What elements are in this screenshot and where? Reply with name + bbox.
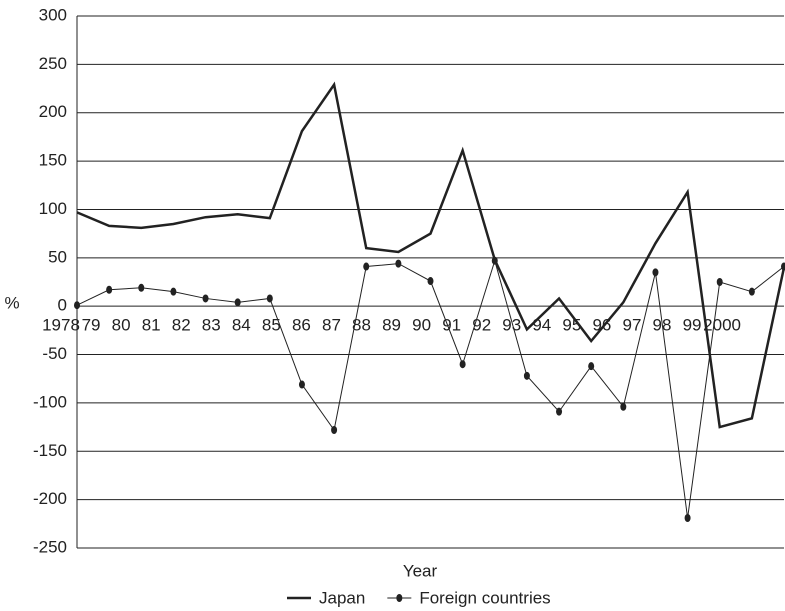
x-tick-label: 96 bbox=[592, 316, 611, 335]
data-point bbox=[170, 287, 177, 296]
legend-label: Japan bbox=[319, 588, 365, 607]
x-tick-label: 81 bbox=[142, 316, 161, 335]
data-point bbox=[234, 298, 241, 307]
data-point bbox=[138, 283, 145, 292]
y-axis-title: % bbox=[4, 293, 19, 312]
data-point bbox=[298, 380, 305, 389]
data-point bbox=[556, 407, 563, 416]
y-tick-label: -100 bbox=[33, 392, 67, 411]
data-point bbox=[652, 268, 659, 277]
data-point bbox=[491, 256, 498, 265]
x-tick-label: 84 bbox=[232, 316, 251, 335]
x-tick-label: 83 bbox=[202, 316, 221, 335]
series-line bbox=[76, 81, 785, 429]
legend-marker bbox=[396, 594, 403, 602]
data-point bbox=[363, 262, 370, 271]
x-tick-label: 85 bbox=[262, 316, 281, 335]
x-tick-label: 86 bbox=[292, 316, 311, 335]
x-tick-label: 90 bbox=[412, 316, 431, 335]
data-point bbox=[684, 514, 691, 523]
y-tick-label: 100 bbox=[39, 199, 67, 218]
data-point bbox=[202, 294, 209, 303]
y-tick-label: 0 bbox=[58, 296, 67, 315]
y-tick-label: 150 bbox=[39, 151, 67, 170]
data-point bbox=[427, 277, 434, 286]
x-tick-label: 82 bbox=[172, 316, 191, 335]
x-axis-title: Year bbox=[403, 561, 438, 580]
data-point bbox=[523, 371, 530, 380]
x-tick-label: 2000 bbox=[703, 316, 741, 335]
legend-label: Foreign countries bbox=[419, 588, 550, 607]
data-point bbox=[781, 262, 785, 271]
data-point bbox=[74, 301, 80, 310]
x-tick-label: 97 bbox=[622, 316, 641, 335]
data-point bbox=[331, 425, 338, 434]
y-tick-label: 300 bbox=[39, 5, 67, 24]
x-tick-label: 91 bbox=[442, 316, 461, 335]
y-tick-label: 50 bbox=[48, 247, 67, 266]
x-tick-label: 99 bbox=[683, 316, 702, 335]
data-point bbox=[266, 294, 273, 303]
x-tick-label: 88 bbox=[352, 316, 371, 335]
y-tick-label: -50 bbox=[42, 344, 67, 363]
y-tick-label: 250 bbox=[39, 54, 67, 73]
x-tick-label: 94 bbox=[532, 316, 551, 335]
data-point bbox=[395, 259, 402, 268]
x-tick-label: 80 bbox=[112, 316, 131, 335]
x-tick-label: 87 bbox=[322, 316, 341, 335]
x-tick-label: 1978 bbox=[42, 316, 80, 335]
x-tick-label: 92 bbox=[472, 316, 491, 335]
data-point bbox=[106, 285, 113, 294]
data-point bbox=[459, 360, 466, 369]
data-point bbox=[716, 278, 723, 286]
y-tick-label: 200 bbox=[39, 102, 67, 121]
y-tick-label: -150 bbox=[33, 441, 67, 460]
x-tick-label: 93 bbox=[502, 316, 521, 335]
data-point bbox=[588, 362, 595, 371]
y-tick-label: -250 bbox=[33, 537, 67, 556]
series-line bbox=[76, 258, 785, 519]
data-point bbox=[620, 402, 627, 411]
x-tick-label: 89 bbox=[382, 316, 401, 335]
x-tick-label: 79 bbox=[82, 316, 101, 335]
y-tick-label: -200 bbox=[33, 489, 67, 508]
data-point bbox=[748, 287, 755, 296]
